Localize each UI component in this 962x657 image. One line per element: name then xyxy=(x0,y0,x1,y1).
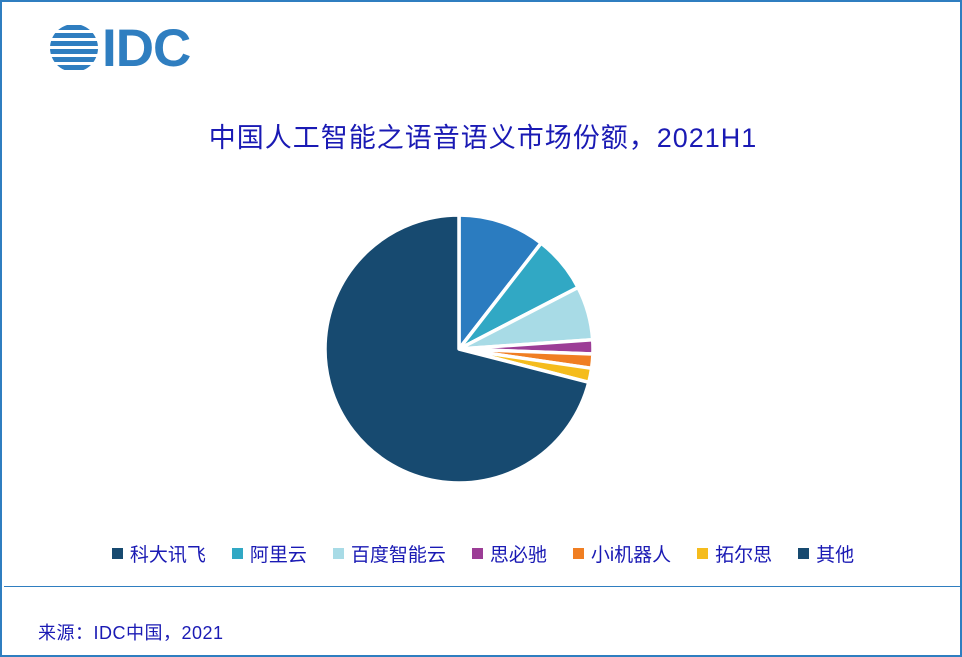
legend-item[interactable]: 思必驰 xyxy=(471,540,547,567)
legend-label: 思必驰 xyxy=(489,545,547,566)
legend-label: 科大讯飞 xyxy=(129,545,206,566)
legend-item[interactable]: 小i机器人 xyxy=(572,540,672,567)
pie-slice[interactable] xyxy=(323,213,591,485)
legend-label: 小i机器人 xyxy=(590,545,672,566)
pie-chart-svg xyxy=(323,213,595,485)
legend-swatch xyxy=(697,548,709,559)
legend-swatch xyxy=(111,548,123,559)
legend-item[interactable]: 阿里云 xyxy=(231,540,307,567)
legend-swatch xyxy=(471,548,483,559)
footer-divider xyxy=(4,586,960,587)
pie-chart xyxy=(2,198,960,508)
pie-slice[interactable] xyxy=(457,213,543,351)
legend-item[interactable]: 科大讯飞 xyxy=(111,540,206,567)
legend-swatch xyxy=(798,548,810,559)
legend-item[interactable]: 百度智能云 xyxy=(332,540,446,567)
chart-title: 中国人工智能之语音语义市场份额，2021H1 xyxy=(208,123,758,153)
legend-label: 阿里云 xyxy=(249,545,307,566)
legend-label: 百度智能云 xyxy=(350,545,446,566)
legend-item[interactable]: 其他 xyxy=(798,540,854,567)
legend-label: 其他 xyxy=(816,545,855,566)
legend-swatch xyxy=(231,548,243,559)
source-note: 来源：IDC中国，2021 xyxy=(38,623,224,643)
idc-globe-icon xyxy=(50,25,98,70)
legend-label: 拓尔思 xyxy=(715,545,773,566)
legend-swatch xyxy=(332,548,344,559)
idc-logo-text: IDC xyxy=(102,18,191,78)
legend-swatch xyxy=(572,548,584,559)
legend-item[interactable]: 拓尔思 xyxy=(697,540,772,567)
chart-legend: 科大讯飞 阿里云 百度智能云 思必驰 小i机器人 拓尔思 其他 xyxy=(2,540,960,567)
idc-logo: IDC xyxy=(48,18,191,78)
